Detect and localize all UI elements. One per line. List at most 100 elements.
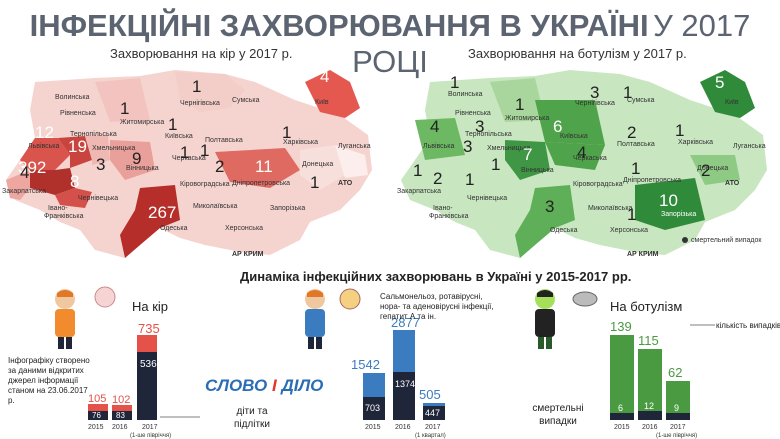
i-total-2017: 505 bbox=[419, 387, 441, 402]
lbl-ternopilska: Тернопільська bbox=[70, 130, 117, 138]
m-total-2016: 102 bbox=[112, 394, 130, 406]
b-yearnote-2017: (1-ше півріччя) bbox=[656, 433, 697, 439]
lbl-chernihivska: Чернігівська bbox=[180, 99, 220, 107]
b-lbl-vinnytska: Вінницька bbox=[521, 166, 554, 174]
measles-panel: На кір 105 102 735 76 83 536 2015 2016 2… bbox=[55, 286, 200, 439]
lbl-vinnytska: Вінницька bbox=[126, 164, 159, 172]
val-lvivska: 12 bbox=[35, 123, 54, 142]
val-khmelnytska: 3 bbox=[96, 155, 105, 174]
val-dnipropetrovska: 11 bbox=[255, 157, 273, 176]
title-light: У 2017 РОЦІ bbox=[352, 8, 751, 79]
b-val-zakarpatska: 1 bbox=[413, 161, 422, 180]
m-yearnote-2017: (1-ше півріччя) bbox=[130, 433, 171, 439]
m-year-2015: 2015 bbox=[88, 424, 104, 431]
b-val-rivnenska: 3 bbox=[475, 117, 484, 136]
b-total-2015: 139 bbox=[610, 319, 632, 334]
logo-a: СЛОВО bbox=[205, 376, 268, 395]
b-lbl-crimea: АР КРИМ bbox=[627, 251, 659, 258]
b-lbl-kyivska: Київська bbox=[560, 133, 588, 140]
b-val-kyiv: 5 bbox=[715, 73, 724, 92]
b-val-ternopilska: 3 bbox=[463, 137, 472, 156]
lbl-zhytomyrska: Житомирська bbox=[120, 119, 164, 126]
measles-note: Інфографіку створено за даними відкритих… bbox=[8, 356, 90, 405]
dynamics-title: Динаміка інфекційних захворювань в Украї… bbox=[240, 269, 632, 284]
b-lbl-kharkivska: Харківська bbox=[678, 138, 713, 146]
measles-map: Волинська Рівненська Житомирська Чернігі… bbox=[2, 67, 372, 258]
lbl-dnipropetrovska: Дніпропетровська bbox=[232, 179, 290, 187]
lbl-lvivska: Львівська bbox=[28, 142, 60, 150]
b-lbl-kyiv: Київ bbox=[725, 99, 739, 106]
lbl-zakarpatska: Закарпатська bbox=[2, 188, 46, 195]
b-val-dnipropetrovska: 1 bbox=[631, 159, 640, 178]
i-year-2015: 2015 bbox=[365, 424, 381, 431]
b-lbl-donetska: Донецька bbox=[697, 165, 728, 172]
val-kyiv: 4 bbox=[320, 67, 329, 86]
b-val-poltavska: 2 bbox=[627, 123, 636, 142]
measles-label: На кір bbox=[132, 299, 168, 314]
i-child-2016: 1374 bbox=[395, 379, 415, 389]
val-kharkivska: 1 bbox=[282, 123, 291, 142]
intestinal-panel: 1542 2877 505 703 1374 447 2015 2016 201… bbox=[305, 288, 446, 439]
val-odeska: 267 bbox=[148, 203, 176, 222]
i-total-2016: 2877 bbox=[391, 315, 420, 330]
b-val-cherkaska: 4 bbox=[577, 143, 586, 162]
lbl-ivano: Івано-Франківська bbox=[44, 205, 84, 220]
val-vinnytska: 9 bbox=[132, 149, 141, 168]
val-chernihivska: 1 bbox=[192, 77, 201, 96]
legend-text: смертельний випадок bbox=[691, 236, 762, 244]
b-lbl-volynska: Волинська bbox=[448, 91, 483, 98]
b-lbl-ternopilska: Тернопільська bbox=[465, 130, 512, 138]
b-year-2016: 2016 bbox=[642, 424, 658, 431]
lbl-sumska: Сумська bbox=[232, 97, 260, 104]
i-year-2016: 2016 bbox=[395, 424, 411, 431]
b-lbl-dnipropetrovska: Дніпропетровська bbox=[623, 176, 681, 184]
skull-icon bbox=[682, 237, 688, 243]
val-cherkaska: 1 bbox=[180, 143, 189, 162]
botulism-panel: На ботулізм 139 115 62 6 12 9 2015 2016 … bbox=[535, 289, 780, 439]
m-year-2016: 2016 bbox=[112, 424, 128, 431]
children-label: діти та підлітки bbox=[233, 406, 271, 430]
val-zhytomyrska: 1 bbox=[120, 99, 129, 118]
i-child-2015: 703 bbox=[365, 403, 380, 413]
b-val-ivano: 2 bbox=[433, 169, 442, 188]
lbl-poltavska: Полтавська bbox=[205, 137, 243, 144]
val-ivano: 392 bbox=[18, 158, 46, 177]
lbl-cherkaska: Черкаська bbox=[172, 155, 206, 162]
deaths-label: смертельні випадки bbox=[532, 403, 584, 427]
i-child-2017: 447 bbox=[425, 408, 440, 418]
cases-label: кількість випадків bbox=[716, 321, 780, 330]
lbl-odeska: Одеська bbox=[160, 225, 188, 232]
b-val-mykolaivska: 1 bbox=[627, 205, 636, 224]
b-death-2016: 12 bbox=[644, 401, 654, 411]
skull-legend: смертельний випадок bbox=[682, 236, 762, 244]
lbl-kharkivska: Харківська bbox=[283, 138, 318, 146]
m-total-2017: 735 bbox=[138, 321, 160, 336]
logo: СЛОВО І ДІЛО bbox=[205, 376, 323, 396]
val-poltavska: 1 bbox=[200, 141, 209, 160]
b-lbl-khmelnytska: Хмельницька bbox=[487, 145, 531, 152]
val-kyivska: 1 bbox=[168, 115, 177, 134]
b-val-volynska: 1 bbox=[450, 73, 459, 92]
b-lbl-mykolaivska: Миколаївська bbox=[588, 205, 633, 212]
measles-map-title: Захворювання на кір у 2017 р. bbox=[110, 46, 293, 61]
val-ato: 1 bbox=[310, 173, 319, 192]
b-lbl-poltavska: Полтавська bbox=[617, 141, 655, 148]
botulism-map-title: Захворювання на ботулізм у 2017 р. bbox=[468, 46, 687, 61]
val-kirovohradska: 2 bbox=[215, 157, 224, 176]
b-val-zhytomyrska: 1 bbox=[515, 95, 524, 114]
b-val-zaporizka: 10 bbox=[659, 191, 678, 210]
b-lbl-cherkaska: Черкаська bbox=[573, 155, 607, 162]
b-val-odeska: 3 bbox=[545, 197, 554, 216]
b-lbl-rivnenska: Рівненська bbox=[455, 109, 491, 117]
b-val-kyivska: 6 bbox=[553, 117, 562, 136]
botulism-label: На ботулізм bbox=[610, 299, 682, 314]
i-total-2015: 1542 bbox=[351, 357, 380, 372]
b-death-2015: 6 bbox=[618, 403, 623, 413]
lbl-kirovohradska: Кіровоградська bbox=[180, 180, 230, 188]
logo-b: ДІЛО bbox=[281, 376, 324, 395]
val-chernivetska: 8 bbox=[70, 172, 79, 191]
b-lbl-lvivska: Львівська bbox=[423, 142, 455, 150]
b-val-vinnytska: 7 bbox=[523, 145, 532, 164]
lbl-kyivska: Київська bbox=[165, 133, 193, 140]
b-lbl-kirovohradska: Кіровоградська bbox=[573, 180, 623, 188]
